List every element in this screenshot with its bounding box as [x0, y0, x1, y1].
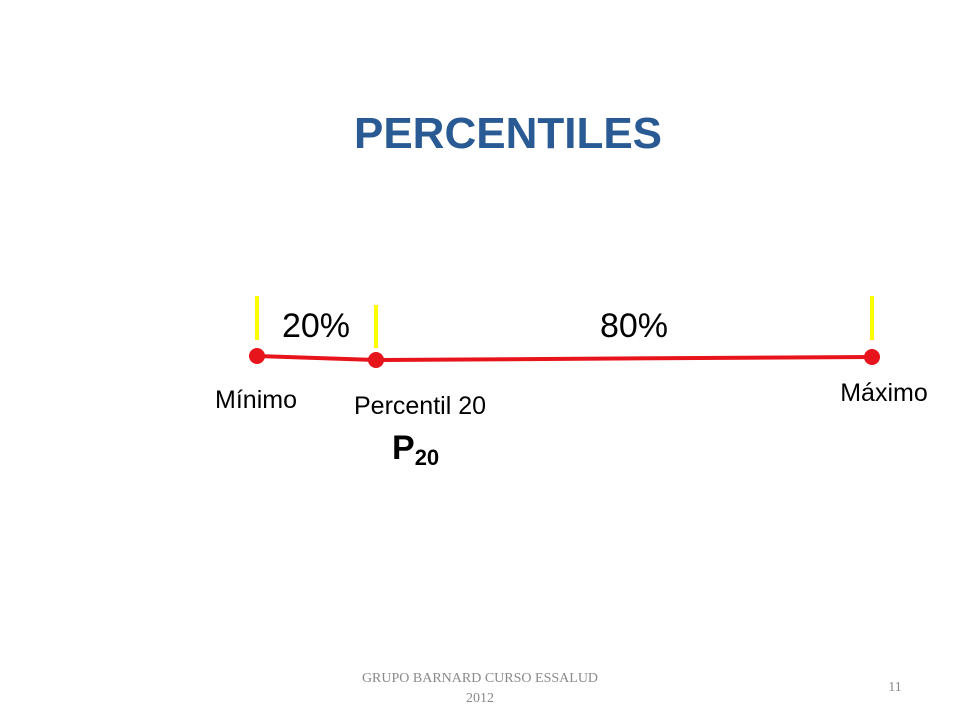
point-max	[864, 349, 880, 365]
symbol-base: P	[392, 429, 415, 467]
point-label: Máximo	[840, 379, 928, 407]
point-label: Percentil 20	[354, 392, 486, 420]
point-p20	[368, 352, 384, 368]
slide-title: PERCENTILES	[354, 109, 662, 158]
range-points	[249, 348, 880, 368]
boundary-markers	[255, 296, 874, 348]
percentile-symbol: P20	[392, 429, 439, 470]
footer-text: 2012	[466, 691, 494, 706]
page-number: 11	[888, 680, 901, 695]
footer-text: GRUPO BARNARD CURSO ESSALUD	[362, 671, 598, 686]
point-label: Mínimo	[215, 386, 297, 414]
segment-label: 80%	[600, 307, 668, 345]
symbol-subscript: 20	[415, 445, 439, 470]
segment-label: 20%	[282, 307, 350, 345]
point-min	[249, 348, 265, 364]
